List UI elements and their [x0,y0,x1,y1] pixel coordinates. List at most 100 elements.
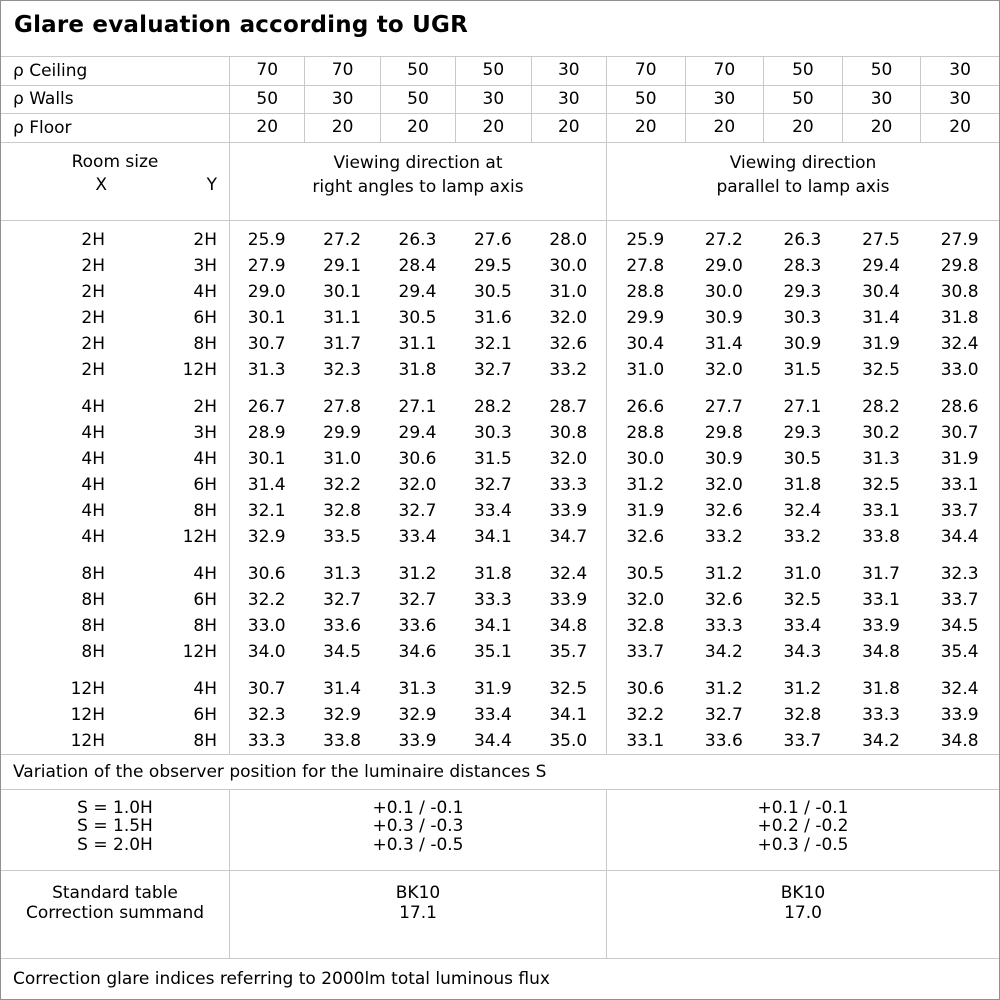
ugr-value: 26.3 [783,229,822,250]
ugr-data-section: 2H 2H 25.9 27.2 26.3 27.6 28.0 25.9 27.2 26.3 27.5… [1,220,999,755]
reflectance-label: ρ Walls [13,89,74,110]
ugr-value: 29.1 [323,255,362,276]
ugr-value: 27.5 [862,229,900,250]
ugr-value: 35.7 [549,641,588,662]
ugr-value: 30.9 [704,448,743,469]
ugr-value: 29.0 [247,281,286,302]
ugr-value: 34.0 [247,641,286,662]
ugr-row: 8H 4H 30.6 31.3 31.2 31.8 32.4 30.5 31.2 31.0 31.7… [1,561,999,587]
ugr-value: 25.9 [626,229,665,250]
ugr-value: 34.1 [473,526,512,547]
ugr-value: 28.8 [626,422,665,443]
ugr-value: 30.1 [247,448,286,469]
ugr-value: 33.9 [549,589,588,610]
ugr-value: 32.3 [247,704,286,725]
ugr-value: 31.3 [247,359,286,380]
room-size-x: 4H [81,396,105,417]
ugr-value: 32.2 [626,704,665,725]
ugr-row: 8H 12H 34.0 34.5 34.6 35.1 35.7 33.7 34.2 34.3 34.… [1,639,999,665]
ugr-row: 8H 6H 32.2 32.7 32.7 33.3 33.9 32.0 32.6 32.5 33.1… [1,587,999,613]
ugr-value: 28.2 [862,396,900,417]
reflectance-value: 50 [229,85,304,114]
ugr-value: 32.5 [549,678,588,699]
ugr-value: 30.1 [247,307,286,328]
ugr-value: 33.4 [398,526,437,547]
ugr-value: 32.9 [247,526,286,547]
ugr-value: 34.4 [473,730,512,751]
ugr-value: 31.7 [323,333,362,354]
ugr-value: 32.1 [473,333,512,354]
ugr-value: 33.9 [398,730,437,751]
ugr-value: 32.7 [323,589,362,610]
standard-table-label: Standard table [52,882,178,903]
ugr-value: 32.7 [473,474,512,495]
ugr-value: 30.5 [626,563,665,584]
ugr-value: 35.4 [940,641,979,662]
reflectance-value: 30 [920,85,999,114]
observer-variation-section: S = 1.0H S = 1.5H S = 2.0H +0.1 / -0.1 +0.3… [1,789,999,871]
ugr-value: 34.4 [940,526,979,547]
column-header-row: Room size X Y Viewing direction at right… [1,142,999,221]
ugr-block: 12H 4H 30.7 31.4 31.3 31.9 32.5 30.6 31.2 31.2 31.… [1,676,999,754]
ugr-value: 31.2 [398,563,437,584]
room-size-y: 12H [182,359,217,380]
ugr-value: 31.3 [862,448,900,469]
ugr-value: 32.3 [940,563,979,584]
ugr-value: 33.7 [626,641,665,662]
reflectance-value: 30 [530,57,606,85]
room-size-x: 4H [81,474,105,495]
ugr-value: 33.4 [783,615,822,636]
room-size-y: 6H [193,474,217,495]
room-size-y: 8H [193,500,217,521]
ugr-value: 30.3 [473,422,512,443]
ugr-row: 2H 8H 30.7 31.7 31.1 32.1 32.6 30.4 31.4 30.9 31.9… [1,331,999,357]
ugr-value: 31.4 [323,678,362,699]
ugr-value: 32.7 [398,589,437,610]
ugr-value: 27.8 [626,255,665,276]
ugr-value: 31.4 [704,333,743,354]
ugr-row: 2H 2H 25.9 27.2 26.3 27.6 28.0 25.9 27.2 26.3 27.5… [1,227,999,253]
ugr-value: 31.0 [323,448,362,469]
ugr-value: 31.1 [398,333,437,354]
ugr-value: 27.1 [783,396,822,417]
ugr-value: 29.8 [704,422,743,443]
room-size-x: 2H [81,359,105,380]
reflectance-value: 70 [684,57,764,85]
ugr-value: 32.6 [626,526,665,547]
ugr-value: 33.4 [473,500,512,521]
ugr-value: 30.7 [940,422,979,443]
column-divider [229,220,230,754]
reflectance-value: 20 [605,114,685,142]
room-size-y: 8H [193,615,217,636]
reflectance-value: 30 [455,85,530,114]
room-size-y: 3H [193,422,217,443]
summary-labels: Standard table Correction summand [1,871,229,958]
room-size-y: 12H [182,641,217,662]
ugr-value: 30.4 [626,333,665,354]
s-variation-value: +0.1 / -0.1 [757,797,849,818]
room-size-y: 2H [193,396,217,417]
ugr-value: 33.1 [862,500,900,521]
ugr-value: 31.6 [473,307,512,328]
ugr-value: 26.7 [247,396,286,417]
ugr-value: 32.2 [247,589,286,610]
s-variation-value: +0.1 / -0.1 [372,797,464,818]
ugr-value: 33.7 [783,730,822,751]
ugr-value: 33.1 [940,474,979,495]
ugr-value: 33.6 [323,615,362,636]
reflectance-value: 50 [763,57,842,85]
ugr-value: 33.5 [323,526,362,547]
reflectance-value: 30 [920,57,999,85]
room-size-y: 6H [193,307,217,328]
room-size-x: 8H [81,563,105,584]
ugr-value: 26.6 [626,396,665,417]
ugr-value: 33.3 [549,474,588,495]
s-variation-value: +0.3 / -0.3 [372,816,464,837]
viewing-direction-right-angles-header: Viewing direction at right angles to lam… [229,142,606,220]
ugr-value: 32.0 [398,474,437,495]
ugr-value: 30.7 [247,678,286,699]
ugr-value: 31.4 [862,307,900,328]
ugr-value: 30.6 [626,678,665,699]
ugr-value: 28.8 [626,281,665,302]
ugr-value: 30.5 [398,307,437,328]
